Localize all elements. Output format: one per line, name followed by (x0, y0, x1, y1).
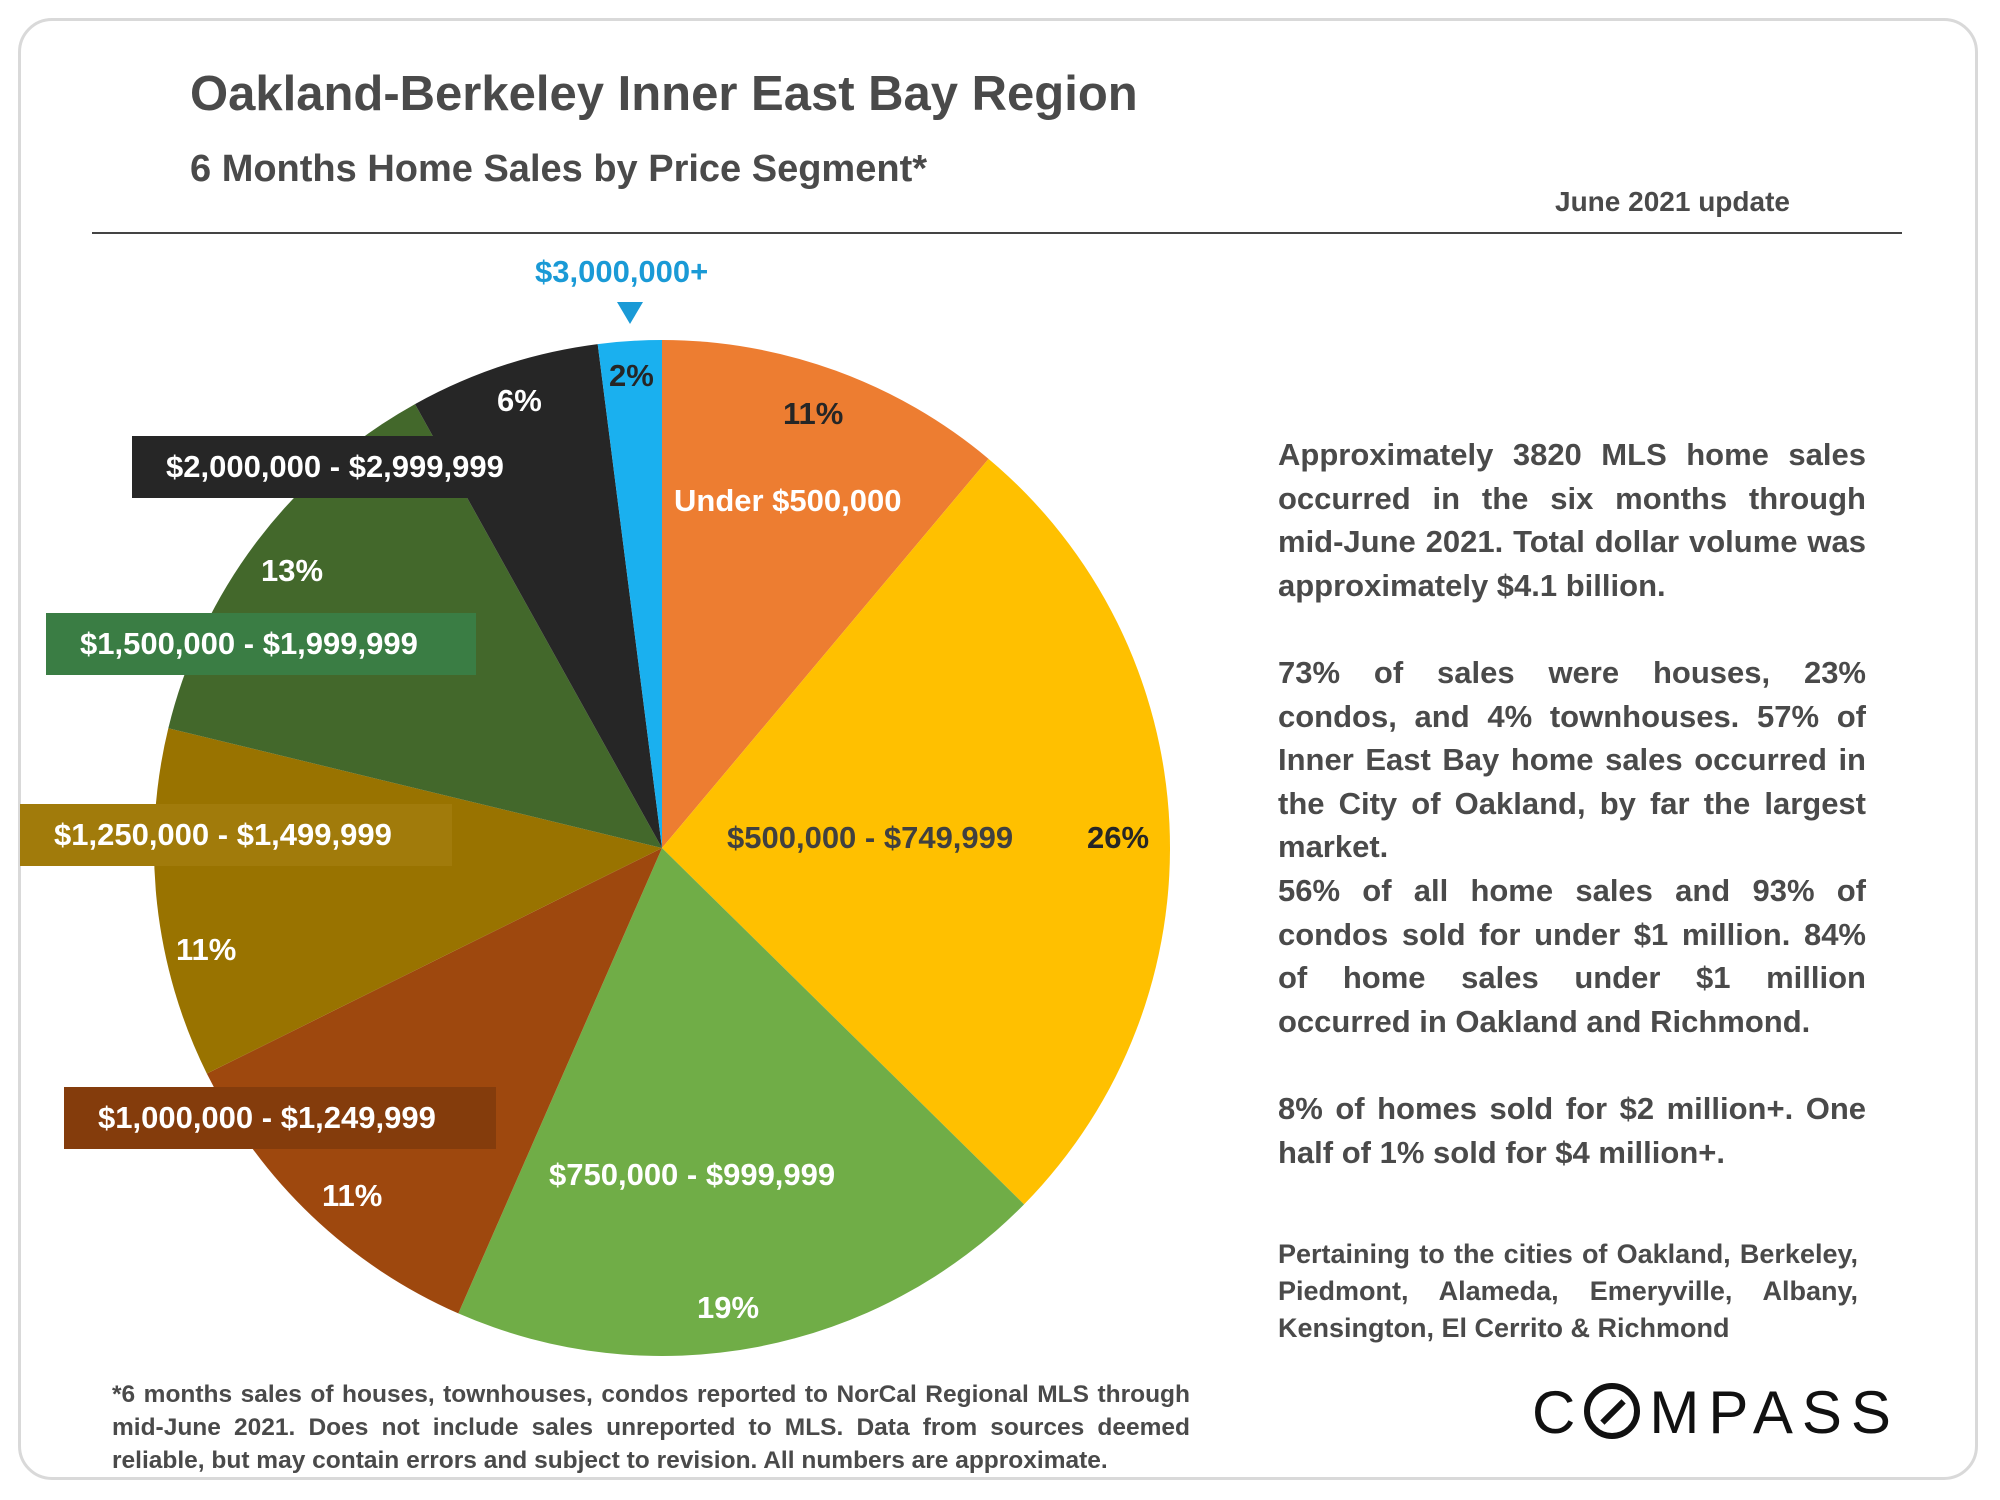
legend-label-1-5m-2m: $1,500,000 - $1,999,999 (46, 613, 476, 675)
pct-label-1m-1-25m: 11% (322, 1178, 383, 1213)
pct-label-3m-plus: 2% (609, 358, 654, 393)
cities-note: Pertaining to the cities of Oakland, Ber… (1278, 1239, 1858, 1343)
legend-label-3m-plus: $3,000,000+ (535, 254, 709, 289)
summary-paragraph-2: 73% of sales were houses, 23% condos, an… (1278, 655, 1866, 864)
pie-slice-3m-plus (597, 340, 662, 848)
header-divider (92, 232, 1902, 234)
logo-letter-c: C (1532, 1379, 1585, 1446)
summary-paragraph-3: 56% of all home sales and 93% of condos … (1278, 873, 1866, 1039)
slice-label-500k-750k: $500,000 - $749,999 (727, 820, 1014, 855)
slice-label-750k-1m: $750,000 - $999,999 (549, 1157, 836, 1192)
compass-o-icon (1584, 1383, 1641, 1439)
pie-slice-500k-750k (662, 458, 1170, 1205)
summary-paragraph-1: Approximately 3820 MLS home sales occurr… (1278, 437, 1866, 603)
pct-label-1-25m-1-5m: 11% (176, 932, 237, 967)
down-arrow-icon (617, 302, 643, 324)
pie-slice-1m-1-25m (206, 848, 663, 1314)
pct-label-500k-750k: 26% (1087, 820, 1150, 855)
pct-label-750k-1m: 19% (697, 1290, 760, 1325)
legend-label-2m-3m: $2,000,000 - $2,999,999 (132, 436, 530, 498)
page-subtitle: 6 Months Home Sales by Price Segment* (190, 148, 928, 190)
legend-label-1-25m-1-5m: $1,250,000 - $1,499,999 (20, 804, 452, 866)
pie-slice-750k-1m (458, 848, 1025, 1356)
slice-label-under-500k: Under $500,000 (674, 483, 902, 518)
update-date: June 2021 update (1555, 186, 1790, 217)
page-title: Oakland-Berkeley Inner East Bay Region (190, 67, 1138, 121)
logo-letters: MPASS (1649, 1379, 1900, 1446)
summary-paragraph-4: 8% of homes sold for $2 million+. One ha… (1278, 1091, 1866, 1170)
footnote: *6 months sales of houses, townhouses, c… (112, 1381, 1190, 1474)
pct-label-2m-3m: 6% (497, 383, 542, 418)
pct-label-under-500k: 11% (783, 396, 844, 431)
compass-logo: C MPASS (1532, 1378, 1900, 1447)
legend-label-1m-1-25m: $1,000,000 - $1,249,999 (64, 1087, 496, 1149)
pie-slice-under-500k (662, 340, 989, 848)
pct-label-1-5m-2m: 13% (261, 553, 324, 588)
